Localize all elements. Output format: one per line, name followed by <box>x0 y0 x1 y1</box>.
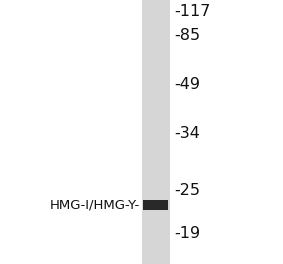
Text: HMG-I/HMG-Y-: HMG-I/HMG-Y- <box>50 198 140 211</box>
Text: -49: -49 <box>174 77 200 92</box>
Text: -34: -34 <box>174 126 200 141</box>
Bar <box>143 200 168 210</box>
Text: -117: -117 <box>174 4 211 19</box>
Text: -85: -85 <box>174 28 200 43</box>
Text: -25: -25 <box>174 183 200 197</box>
Text: -19: -19 <box>174 226 200 241</box>
Bar <box>142 0 170 264</box>
